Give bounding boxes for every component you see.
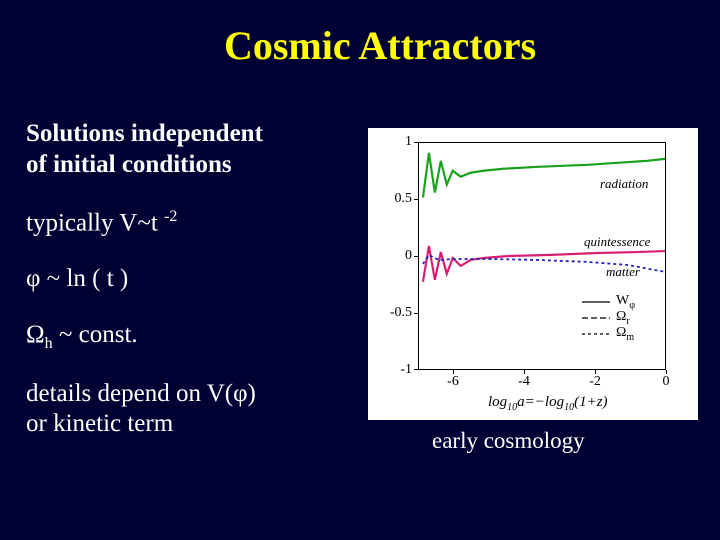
series-label-matter: matter (606, 264, 640, 280)
tick (524, 370, 525, 374)
ytick-label: -1 (378, 362, 412, 378)
xtick-label: 0 (651, 374, 681, 390)
x-axis-label: log10a=−log10(1+z) (488, 394, 608, 413)
text-line: or kinetic term (26, 410, 173, 437)
chart-container: 1 0.5 0 -0.5 -1 -6 -4 -2 0 log10a=−log10… (368, 128, 698, 420)
statement-potential: typically V~t -2 (26, 207, 346, 238)
series-label-radiation: radiation (600, 176, 648, 192)
text-line: Solutions independent (26, 120, 263, 147)
subscript: 10 (564, 402, 574, 413)
subscript: φ (629, 300, 635, 311)
legend-line-omegar (582, 317, 610, 319)
tick (414, 313, 418, 314)
ytick-label: 1 (378, 134, 412, 150)
text-part: W (616, 293, 629, 308)
slide-title: Cosmic Attractors (0, 0, 720, 69)
text-part: log (488, 394, 507, 410)
tick (453, 370, 454, 374)
series-label-quintessence: quintessence (584, 234, 650, 250)
text-part: ~ const. (53, 321, 138, 348)
statement-independent: Solutions independent of initial conditi… (26, 118, 346, 181)
tick (414, 199, 418, 200)
legend-line-omegam (582, 333, 610, 335)
tick (666, 370, 667, 374)
subscript: 10 (507, 402, 517, 413)
text-part: Ω (616, 325, 626, 340)
tick (414, 369, 418, 370)
chart-caption: early cosmology (432, 428, 585, 454)
ytick-label: -0.5 (378, 305, 412, 321)
text-part: a=−log (517, 394, 564, 410)
text-line: of initial conditions (26, 151, 232, 178)
xtick-label: -6 (438, 374, 468, 390)
ytick-label: 0 (378, 248, 412, 264)
text-line: details depend on V(φ) (26, 380, 256, 407)
statement-phi: φ ~ ln ( t ) (26, 264, 346, 294)
text-part: Ω (616, 309, 626, 324)
text-part: Ω (26, 321, 45, 348)
subscript: h (45, 335, 53, 352)
tick (595, 370, 596, 374)
xtick-label: -4 (509, 374, 539, 390)
superscript: -2 (164, 208, 177, 225)
tick (414, 256, 418, 257)
ytick-label: 0.5 (378, 191, 412, 207)
text-part: (1+z) (574, 394, 607, 410)
subscript: m (626, 332, 634, 343)
xtick-label: -2 (580, 374, 610, 390)
legend-line-w (582, 301, 610, 303)
statement-omega: Ωh ~ const. (26, 320, 346, 353)
tick (414, 142, 418, 143)
statement-details: details depend on V(φ) or kinetic term (26, 379, 346, 439)
legend-label-omegam: Ωm (616, 325, 634, 343)
left-column: Solutions independent of initial conditi… (26, 118, 346, 439)
text-part: typically V~t (26, 209, 164, 236)
